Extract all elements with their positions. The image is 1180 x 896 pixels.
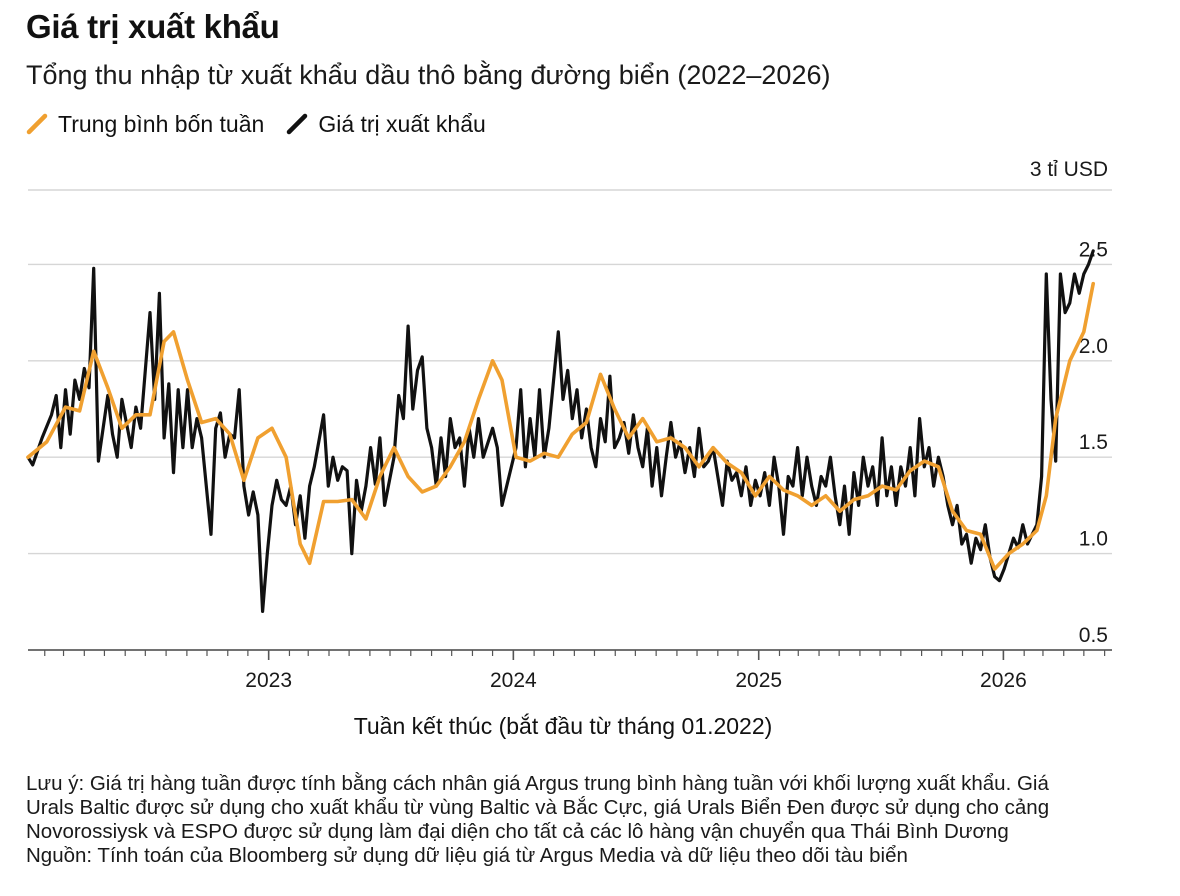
chart-note: Lưu ý: Giá trị hàng tuần được tính bằng … [26,772,1156,868]
source-line: Nguồn: Tính toán của Bloomberg sử dụng d… [26,844,908,867]
y-tick-label: 1.5 [1079,431,1108,454]
chart-legend: Trung bình bốn tuần Giá trị xuất khẩu [26,108,486,140]
chart-title: Giá trị xuất khẩu [26,8,280,45]
note-line: Urals Baltic được sử dụng cho xuất khẩu … [26,796,1050,819]
legend-item-export-value: Giá trị xuất khẩu [286,110,486,138]
note-line: Lưu ý: Giá trị hàng tuần được tính bằng … [26,772,1049,795]
legend-label-moving-average: Trung bình bốn tuần [58,110,265,137]
x-tick-label: 2024 [490,669,537,692]
legend-swatch-moving-average [26,113,48,135]
chart-subtitle: Tổng thu nhập từ xuất khẩu dầu thô bằng … [26,60,831,90]
x-axis-title: Tuần kết thúc (bắt đầu từ tháng 01.2022) [354,713,773,739]
x-tick-label: 2023 [245,669,292,692]
note-line: Novorossiysk và ESPO được sử dụng làm đạ… [26,820,1009,843]
y-tick-label: 0.5 [1079,624,1108,647]
series-line-export-value [26,249,1095,613]
y-axis-unit-label: 3 tỉ USD [1030,158,1108,181]
x-tick-label: 2025 [735,669,782,692]
y-tick-label: 2.0 [1079,335,1108,358]
legend-swatch-export-value [287,113,308,135]
legend-label-export-value: Giá trị xuất khẩu [318,110,486,137]
legend-item-moving-average: Trung bình bốn tuần [26,111,264,138]
y-tick-label: 1.0 [1079,528,1108,551]
series-line-moving-average [26,281,1095,571]
x-tick-label: 2026 [980,669,1027,692]
